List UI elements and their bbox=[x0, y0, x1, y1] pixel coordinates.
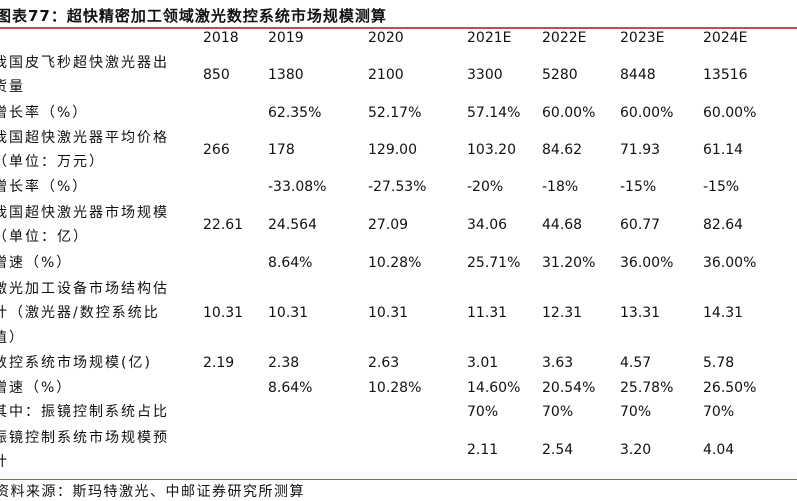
table-cell: 10.28% bbox=[368, 255, 422, 271]
table-cell: 36.00% bbox=[620, 255, 674, 271]
row-label: 增速（%） bbox=[0, 380, 73, 396]
table-cell: 25.71% bbox=[467, 255, 521, 271]
column-header: 2022E bbox=[542, 30, 587, 46]
table-cell: 2.11 bbox=[467, 442, 499, 458]
row-label: 振镜控制系统市场规模预 bbox=[0, 429, 169, 446]
table-title: 图表77：超快精密加工领域激光数控系统市场规模测算 bbox=[0, 7, 387, 25]
table-cell: 266 bbox=[203, 142, 230, 158]
table-cell: 84.62 bbox=[542, 142, 583, 158]
table-cell: 82.64 bbox=[703, 217, 744, 233]
table-cell: 26.50% bbox=[703, 380, 757, 396]
table-cell: 8.64% bbox=[268, 255, 313, 271]
table-cell: 10.31 bbox=[203, 305, 244, 321]
row-label: 增长率（%） bbox=[0, 179, 89, 195]
table-cell: 44.68 bbox=[542, 217, 583, 233]
table-cell: 57.14% bbox=[467, 105, 521, 121]
table-cell: 13.31 bbox=[620, 305, 661, 321]
table-cell: 13516 bbox=[703, 67, 748, 83]
table-cell: 60.00% bbox=[542, 105, 596, 121]
table-cell: 2.63 bbox=[368, 355, 400, 371]
table-cell: 2.54 bbox=[542, 442, 574, 458]
table-cell: 4.57 bbox=[620, 355, 652, 371]
table-cell: 10.31 bbox=[368, 305, 409, 321]
table-cell: 24.564 bbox=[268, 217, 317, 233]
table-cell: 52.17% bbox=[368, 105, 422, 121]
table-cell: 36.00% bbox=[703, 255, 757, 271]
table-cell: 5280 bbox=[542, 67, 578, 83]
table-cell: 8.64% bbox=[268, 380, 313, 396]
row-label: 我国皮飞秒超快激光器出 bbox=[0, 54, 169, 71]
table-cell: 12.31 bbox=[542, 305, 583, 321]
table-cell: -20% bbox=[467, 179, 504, 195]
column-header: 2018 bbox=[203, 30, 239, 46]
row-label: 增速（%） bbox=[0, 255, 73, 271]
row-label: 计（激光器/数控系统比 bbox=[0, 305, 160, 321]
table-cell: 4.04 bbox=[703, 442, 735, 458]
table-cell: 60.77 bbox=[620, 217, 661, 233]
top-rule bbox=[0, 27, 797, 29]
column-header: 2023E bbox=[620, 30, 665, 46]
table-cell: 850 bbox=[203, 67, 230, 83]
row-label: （单位：亿） bbox=[0, 229, 89, 246]
row-label: 数控系统市场规模(亿) bbox=[0, 355, 152, 371]
column-header: 2019 bbox=[268, 30, 304, 46]
table-cell: 22.61 bbox=[203, 217, 244, 233]
row-label: 计 bbox=[0, 453, 9, 471]
row-label: 值） bbox=[0, 329, 25, 346]
table-cell: 71.93 bbox=[620, 142, 661, 158]
table-cell: -33.08% bbox=[268, 179, 327, 195]
table-cell: 178 bbox=[268, 142, 295, 158]
table-cell: 2.38 bbox=[268, 355, 300, 371]
column-header: 2021E bbox=[467, 30, 512, 46]
table-cell: 10.31 bbox=[268, 305, 309, 321]
table-cell: 14.60% bbox=[467, 380, 521, 396]
table-cell: 8448 bbox=[620, 67, 656, 83]
table-cell: -15% bbox=[620, 179, 657, 195]
table-cell: 3300 bbox=[467, 67, 503, 83]
table-cell: 10.28% bbox=[368, 380, 422, 396]
table-cell: 70% bbox=[620, 404, 652, 420]
row-label: （单位：万元） bbox=[0, 154, 105, 171]
table-cell: 34.06 bbox=[467, 217, 508, 233]
table-cell: 3.20 bbox=[620, 442, 652, 458]
table-cell: 60.00% bbox=[620, 105, 674, 121]
table-cell: 27.09 bbox=[368, 217, 409, 233]
table-cell: 60.00% bbox=[703, 105, 757, 121]
table-cell: 14.31 bbox=[703, 305, 744, 321]
table-cell: 70% bbox=[467, 404, 499, 420]
column-header: 2024E bbox=[703, 30, 748, 46]
table-cell: 103.20 bbox=[467, 142, 516, 158]
table-cell: 2.19 bbox=[203, 355, 235, 371]
table-cell: 62.35% bbox=[268, 105, 322, 121]
table-cell: 3.63 bbox=[542, 355, 574, 371]
table-cell: -18% bbox=[542, 179, 579, 195]
table-cell: -27.53% bbox=[368, 179, 427, 195]
table-cell: 70% bbox=[542, 404, 574, 420]
table-cell: 5.78 bbox=[703, 355, 735, 371]
row-label: 货量 bbox=[0, 79, 25, 96]
row-label: 我国超快激光器平均价格 bbox=[0, 129, 169, 146]
table-cell: 1380 bbox=[268, 67, 304, 83]
table-cell: 31.20% bbox=[542, 255, 596, 271]
table-cell: 3.01 bbox=[467, 355, 499, 371]
table-cell: 129.00 bbox=[368, 142, 417, 158]
table-cell: 70% bbox=[703, 404, 735, 420]
row-label: 激光加工设备市场结构估 bbox=[0, 280, 169, 297]
row-label: 我国超快激光器市场规模 bbox=[0, 204, 169, 221]
table-cell: 25.78% bbox=[620, 380, 674, 396]
table-cell: 20.54% bbox=[542, 380, 596, 396]
row-label: 增长率（%） bbox=[0, 105, 89, 121]
row-label: 其中：振镜控制系统占比 bbox=[0, 404, 169, 420]
table-cell: 61.14 bbox=[703, 142, 744, 158]
bottom-rule bbox=[0, 479, 797, 480]
table-cell: 2100 bbox=[368, 67, 404, 83]
table-cell: 11.31 bbox=[467, 305, 508, 321]
column-header: 2020 bbox=[368, 30, 404, 46]
source-note: 资料来源：斯玛特激光、中邮证券研究所测算 bbox=[0, 484, 305, 500]
table-cell: -15% bbox=[703, 179, 740, 195]
